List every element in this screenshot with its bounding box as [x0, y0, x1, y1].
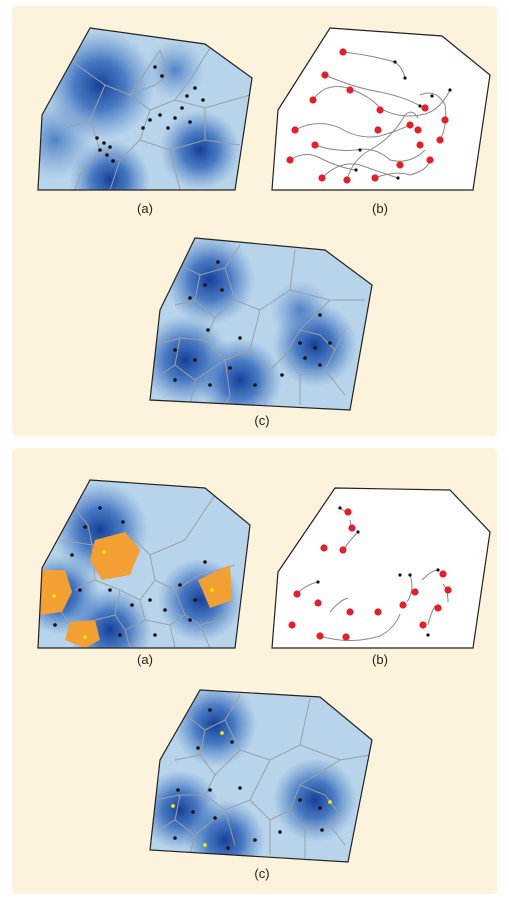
top-map-a: (a) — [37, 27, 253, 216]
robot-markers — [288, 508, 452, 641]
bottom-map-b: (b) — [271, 487, 491, 667]
voronoi-edges — [154, 694, 371, 858]
agent-dots — [173, 260, 332, 387]
caption-c: (c) — [254, 866, 269, 881]
highlight-dots — [171, 731, 332, 847]
agent-dots — [53, 506, 207, 637]
top-map-b: (b) — [271, 27, 491, 216]
goal-dots — [316, 506, 440, 637]
top-map-c: (c) — [149, 237, 373, 428]
caption-b: (b) — [372, 201, 388, 216]
highlight-cells — [40, 532, 232, 648]
voronoi-edges — [154, 244, 365, 406]
caption-c: (c) — [254, 413, 269, 428]
robot-markers — [286, 48, 449, 184]
density-hotspots — [150, 238, 357, 410]
agent-dots — [95, 65, 205, 163]
bottom-map-c: (c) — [149, 689, 373, 881]
bottom-map-a: (a) — [37, 479, 251, 667]
agent-dots — [173, 708, 324, 850]
highlight-dots — [52, 550, 214, 639]
caption-a: (a) — [137, 652, 153, 667]
voronoi-edges — [59, 47, 251, 190]
caption-b: (b) — [372, 652, 388, 667]
goal-dots — [354, 60, 452, 180]
caption-a: (a) — [137, 201, 153, 216]
